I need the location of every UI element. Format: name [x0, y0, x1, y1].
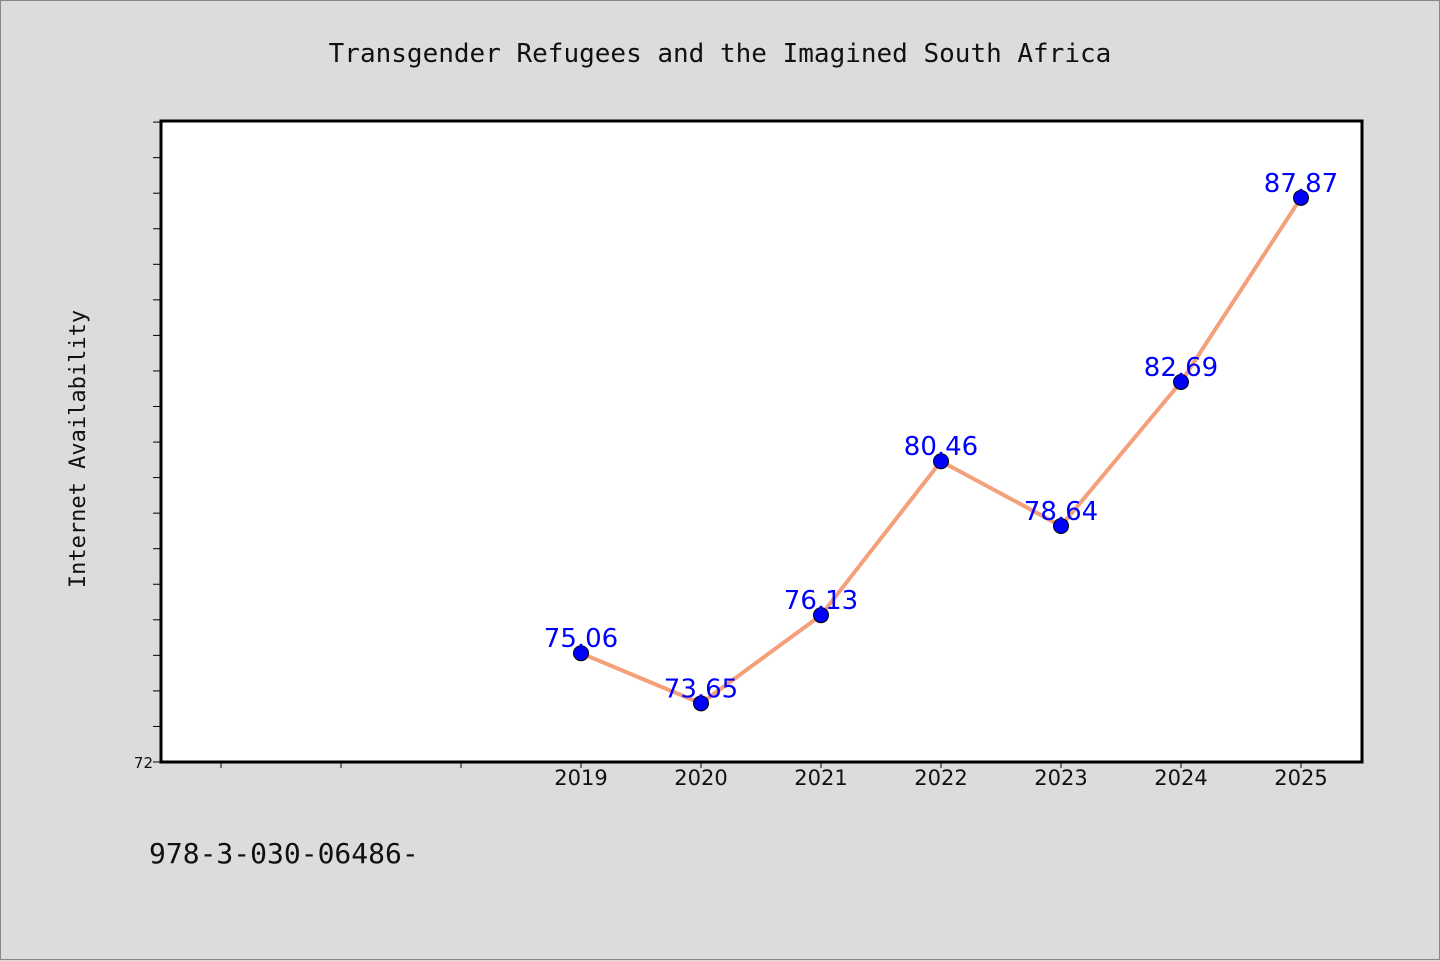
- data-label: 75.06: [544, 624, 618, 654]
- x-tick-label: 2019: [554, 766, 607, 790]
- data-point: [813, 607, 829, 624]
- data-label: 76.13: [784, 586, 858, 616]
- data-point: [573, 645, 589, 662]
- x-tick-label: 2020: [674, 766, 727, 790]
- x-tick-label: 2024: [1154, 766, 1207, 790]
- plot-area: [159, 119, 1364, 764]
- footer-isbn-text: 978-3-030-06486-: [149, 837, 419, 870]
- series-points-group: [573, 189, 1309, 712]
- data-point: [1293, 189, 1309, 206]
- data-label: 82.69: [1144, 353, 1218, 383]
- data-point: [693, 695, 709, 712]
- data-label: 73.65: [664, 674, 738, 704]
- x-tick-label: 2025: [1274, 766, 1327, 790]
- x-tick-label: 2022: [914, 766, 967, 790]
- x-tick-label: 2021: [794, 766, 847, 790]
- x-tick-label: 2023: [1034, 766, 1087, 790]
- data-labels-group: 75.06 73.65 76.13 80.46 78.64 82.69 87.87: [544, 169, 1338, 705]
- data-point: [933, 453, 949, 470]
- data-point: [1173, 373, 1189, 390]
- data-label: 87.87: [1264, 169, 1338, 199]
- y-tick-label: 72: [134, 754, 153, 772]
- x-axis-ticks: 2019 2020 2021 2022 2023 2024 2025: [220, 762, 1328, 790]
- data-label: 80.46: [904, 432, 978, 462]
- data-point: [1053, 517, 1069, 534]
- y-axis-ticks: 72: [134, 121, 161, 772]
- chart-title: Transgender Refugees and the Imagined So…: [329, 39, 1112, 69]
- data-label: 78.64: [1024, 497, 1098, 527]
- y-axis-label: Internet Availability: [66, 310, 91, 588]
